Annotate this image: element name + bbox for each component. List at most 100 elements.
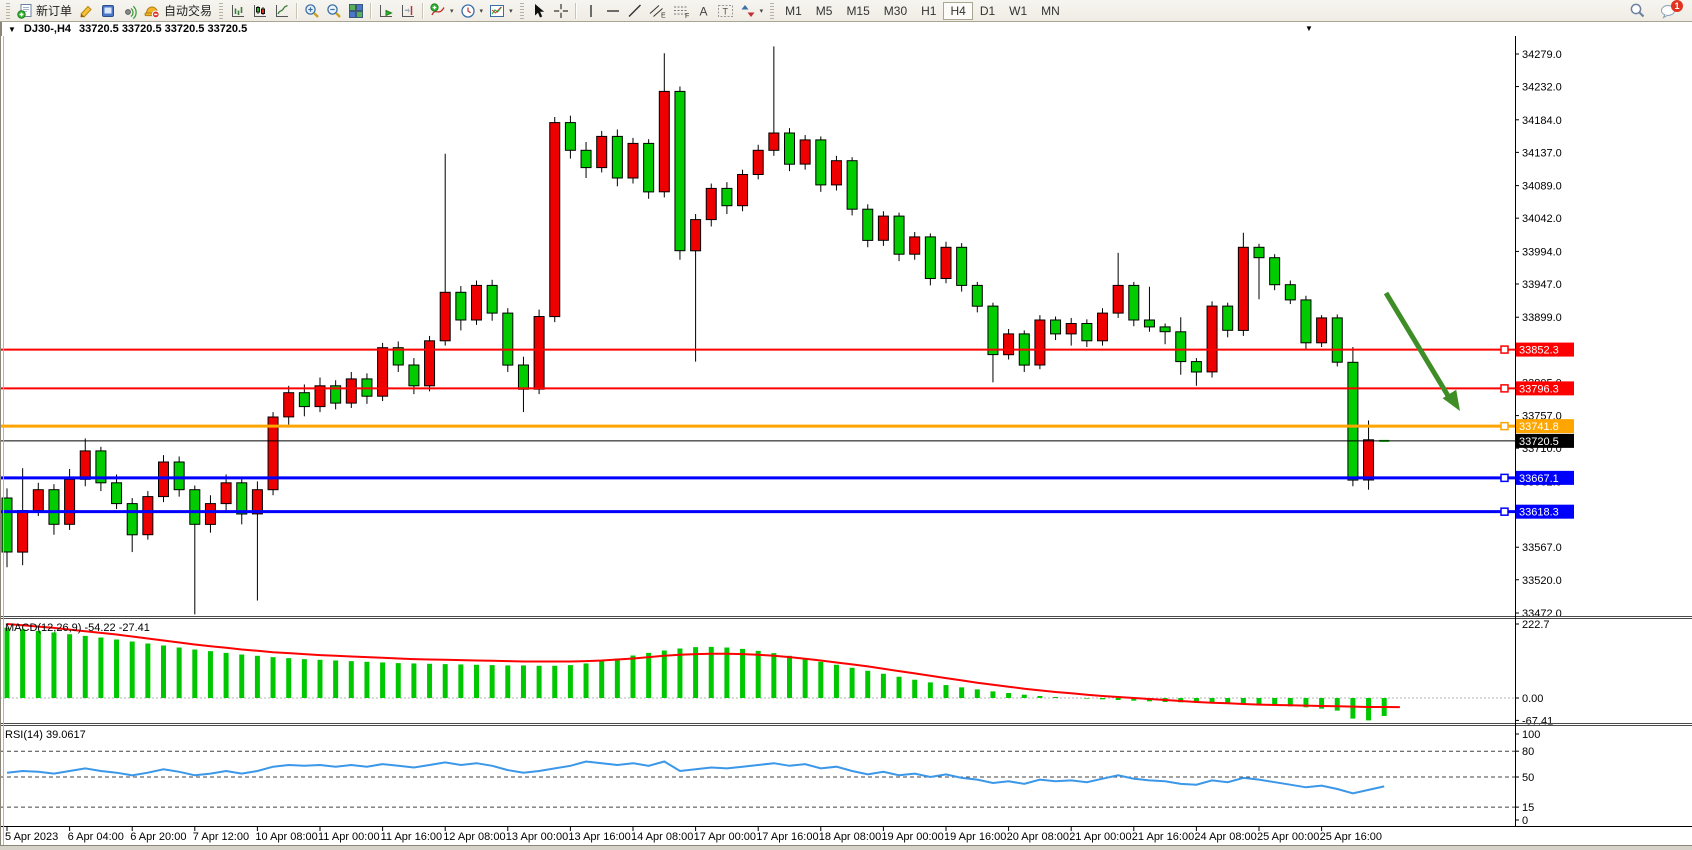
svg-text:33667.1: 33667.1 [1519,473,1559,485]
line-chart-icon [276,4,289,17]
market-watch-button[interactable] [97,1,119,21]
equidistant-channel-tool-button[interactable]: E [646,1,670,21]
level-price-label: 33741.8 [1516,419,1574,434]
cursor-tool-button[interactable] [528,1,550,21]
zoom-in-icon [305,3,319,18]
svg-text:A: A [699,4,707,18]
svg-text:11 Apr 00:00: 11 Apr 00:00 [318,831,380,843]
svg-text:21 Apr 16:00: 21 Apr 16:00 [1132,831,1194,843]
toolbar-grip[interactable] [6,2,10,19]
new-order-button[interactable]: 新订单 [14,1,75,21]
toolbar-separator [422,2,425,19]
svg-text:33947.0: 33947.0 [1522,279,1562,291]
timeframe-mn-button[interactable]: MN [1034,2,1067,20]
svg-text:18 Apr 08:00: 18 Apr 08:00 [819,831,881,843]
svg-text:17 Apr 00:00: 17 Apr 00:00 [694,831,756,843]
toolbar-grip[interactable] [519,2,524,19]
trend-arrow-annotation[interactable] [1383,291,1460,411]
crosshair-tool-button[interactable] [550,1,572,21]
svg-text:33618.3: 33618.3 [1519,507,1559,519]
svg-text:5 Apr 2023: 5 Apr 2023 [5,831,58,843]
svg-text:33994.0: 33994.0 [1522,246,1562,258]
horizontal-line-icon [606,9,619,12]
notifications-button[interactable]: 1 [1657,0,1683,21]
text-a-icon: A [699,4,707,18]
timeframe-h4-button[interactable]: H4 [943,1,973,20]
text-tool-button[interactable]: A [694,1,714,21]
time-axis[interactable]: 5 Apr 2023 6 Apr 04:00 6 Apr 20:00 7 Apr 12… [5,827,1382,843]
toolbar-separator [296,2,299,19]
toolbar-grip[interactable] [770,2,775,19]
svg-text:222.7: 222.7 [1522,619,1550,631]
auto-scroll-button[interactable] [375,1,397,21]
candlestick-mode-button[interactable] [249,1,271,21]
zoom-in-button[interactable] [301,1,323,21]
timeframe-w1-button[interactable]: W1 [1002,2,1034,20]
svg-text:19 Apr 00:00: 19 Apr 00:00 [881,831,943,843]
svg-text:34184.0: 34184.0 [1522,115,1562,127]
horizontal-level-line-33618.3[interactable] [0,507,1515,516]
styles-brush-button[interactable] [75,1,97,21]
line-chart-mode-button[interactable] [271,1,293,21]
timeframe-m1-button[interactable]: M1 [778,2,809,20]
svg-text:100: 100 [1522,729,1540,741]
horizontal-level-line-33852.3[interactable] [0,345,1515,354]
chart-quotes: 33720.5 33720.5 33720.5 33720.5 [79,23,248,35]
svg-text:24 Apr 08:00: 24 Apr 08:00 [1194,831,1256,843]
level-price-label: 33618.3 [1516,504,1574,519]
trendline-tool-button[interactable] [624,1,646,21]
timeframe-m5-button[interactable]: M5 [809,2,840,20]
horizontal-level-line-33741.8[interactable] [0,421,1515,431]
chart-corner-arrow-icon[interactable]: ▼ [1305,24,1313,33]
zoom-out-icon [327,3,341,18]
indicators-button[interactable]: ▾ [427,1,457,21]
svg-text:21 Apr 00:00: 21 Apr 00:00 [1069,831,1131,843]
toolbar-grip[interactable] [219,2,224,19]
search-button[interactable] [1626,1,1649,21]
horizontal-level-line-33796.3[interactable] [0,384,1515,393]
fibonacci-tool-button[interactable]: F [670,1,694,21]
chart-menu-icon[interactable]: ▼ [8,24,16,34]
add-indicator-icon [430,2,445,15]
svg-text:33741.8: 33741.8 [1519,421,1559,433]
chart-shift-button[interactable] [397,1,419,21]
horizontal-line-tool-button[interactable] [602,1,624,21]
signals-button[interactable] [119,1,141,21]
timeframe-m30-button[interactable]: M30 [877,2,914,20]
new-order-label: 新订单 [36,4,73,18]
periods-button[interactable]: ▾ [457,1,487,21]
horizontal-level-line-33667.1[interactable] [0,473,1515,483]
svg-text:0.00: 0.00 [1522,693,1543,705]
crosshair-icon [553,3,568,18]
tile-windows-button[interactable] [345,1,367,21]
macd-panel: MACD(12,26,9) -54.22 -27.41 222.7 0.00 -67.… [0,619,1553,727]
svg-text:13 Apr 00:00: 13 Apr 00:00 [506,831,568,843]
channel-icon: E [649,4,666,19]
svg-text:25 Apr 00:00: 25 Apr 00:00 [1257,831,1319,843]
text-label-tool-button[interactable]: T [714,1,737,21]
clock-icon [460,3,475,18]
svg-text:19 Apr 16:00: 19 Apr 16:00 [944,831,1006,843]
notification-badge: 1 [1671,0,1683,12]
svg-text:33472.0: 33472.0 [1522,608,1562,620]
expert-advisor-hat-icon [144,5,160,18]
toolbar-separator [574,2,577,19]
bar-chart-mode-button[interactable] [227,1,249,21]
search-icon [1630,3,1645,18]
templates-button[interactable]: ▾ [486,1,516,21]
timeframe-m15-button[interactable]: M15 [839,2,876,20]
zoom-out-button[interactable] [323,1,345,21]
dropdown-caret-icon: ▾ [759,7,764,15]
text-label-icon: T [717,4,733,17]
crayon-icon [80,5,92,18]
current-price-line: 33720.5 [0,433,1574,448]
auto-trading-button[interactable]: 自动交易 [141,1,215,21]
timeframe-d1-button[interactable]: D1 [973,2,1002,20]
vertical-line-tool-button[interactable] [580,1,602,21]
toolbar-separator [370,2,373,19]
svg-text:34089.0: 34089.0 [1522,181,1562,193]
dropdown-caret-icon: ▾ [509,7,513,15]
arrows-tool-button[interactable]: ▾ [737,1,767,21]
timeframe-h1-button[interactable]: H1 [914,2,943,20]
